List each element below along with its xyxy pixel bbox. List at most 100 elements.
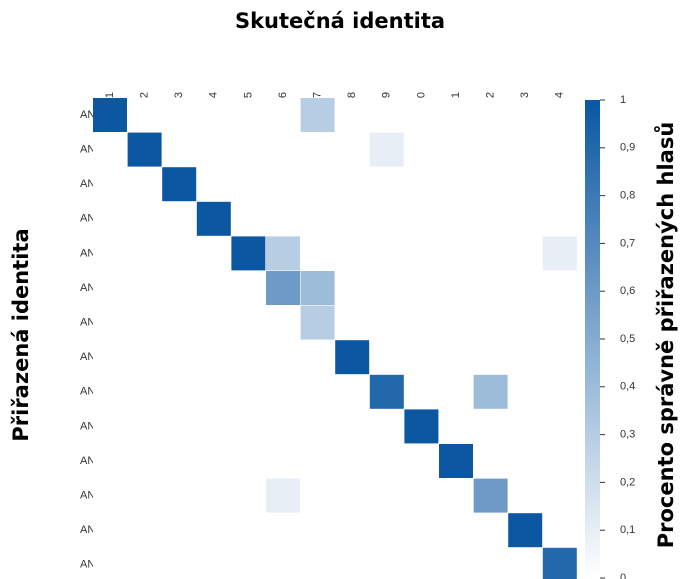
cell [127,547,162,579]
cell [404,444,439,478]
cell [162,98,197,132]
cell [93,201,127,236]
cell [542,98,577,132]
cell [335,547,370,579]
cell [162,547,197,579]
colorbar-tick-label: 1 [620,94,626,106]
cell [196,478,231,513]
cell [300,374,335,409]
cell [335,167,370,202]
cell [404,340,439,375]
cell [473,374,508,409]
cell [162,167,197,202]
cell [335,409,370,444]
cell [369,513,404,548]
cell [231,201,266,236]
cell [266,201,300,236]
cell [369,478,404,513]
cell [508,409,543,444]
cell [266,305,300,340]
cell [300,236,335,271]
cell [231,444,266,478]
cell [231,340,266,375]
cell [196,409,231,444]
cell [266,236,300,271]
cell [127,98,162,132]
cell [93,409,127,444]
cell [231,167,266,202]
cell [300,409,335,444]
cell [404,132,439,167]
cell [473,305,508,340]
cell [508,374,543,409]
cell [508,340,543,375]
cell [93,340,127,375]
colorbar-tick-label: 0,1 [620,524,635,536]
cell [542,132,577,167]
cell [369,201,404,236]
cell [404,98,439,132]
cell [439,409,473,444]
cell [542,478,577,513]
cell [196,236,231,271]
cell [335,513,370,548]
cell [439,132,473,167]
cell [231,305,266,340]
cell [266,547,300,579]
cell [127,271,162,305]
colorbar-title: Procento správně přiřazených hlasů [654,122,678,549]
cell [508,305,543,340]
cell [404,513,439,548]
cell [266,98,300,132]
cell [196,513,231,548]
cell [404,374,439,409]
cell [542,305,577,340]
cell [404,478,439,513]
colorbar-tick-label: 0,7 [620,237,635,249]
cell [369,444,404,478]
cell [266,513,300,548]
cell [508,132,543,167]
cell [127,340,162,375]
cell [439,305,473,340]
cell [473,409,508,444]
cell [127,167,162,202]
cell [196,132,231,167]
y-axis-title: Přiřazená identita [9,228,33,441]
cell [93,513,127,548]
cell [473,340,508,375]
cell [369,305,404,340]
cell [300,513,335,548]
cell [93,236,127,271]
colorbar-tick-label: 0,3 [620,429,635,441]
cell [162,409,197,444]
cell [369,132,404,167]
cell [266,167,300,202]
cell [231,513,266,548]
cell [127,132,162,167]
cell [162,478,197,513]
colorbar-tick-label: 0,4 [620,381,635,393]
cell [542,167,577,202]
cell [196,305,231,340]
cell [439,201,473,236]
cell [162,236,197,271]
cell [369,340,404,375]
cell [93,271,127,305]
cell [508,478,543,513]
colorbar-tick-label: 0,8 [620,190,635,202]
cell [162,513,197,548]
cell [473,201,508,236]
cell [300,340,335,375]
cell [404,547,439,579]
cell [93,374,127,409]
cell [127,201,162,236]
cell [93,478,127,513]
cell [439,340,473,375]
cell [196,340,231,375]
cell [127,374,162,409]
cell [473,98,508,132]
colorbar-tick-label: 0,6 [620,285,635,297]
cell [335,132,370,167]
cell [196,271,231,305]
